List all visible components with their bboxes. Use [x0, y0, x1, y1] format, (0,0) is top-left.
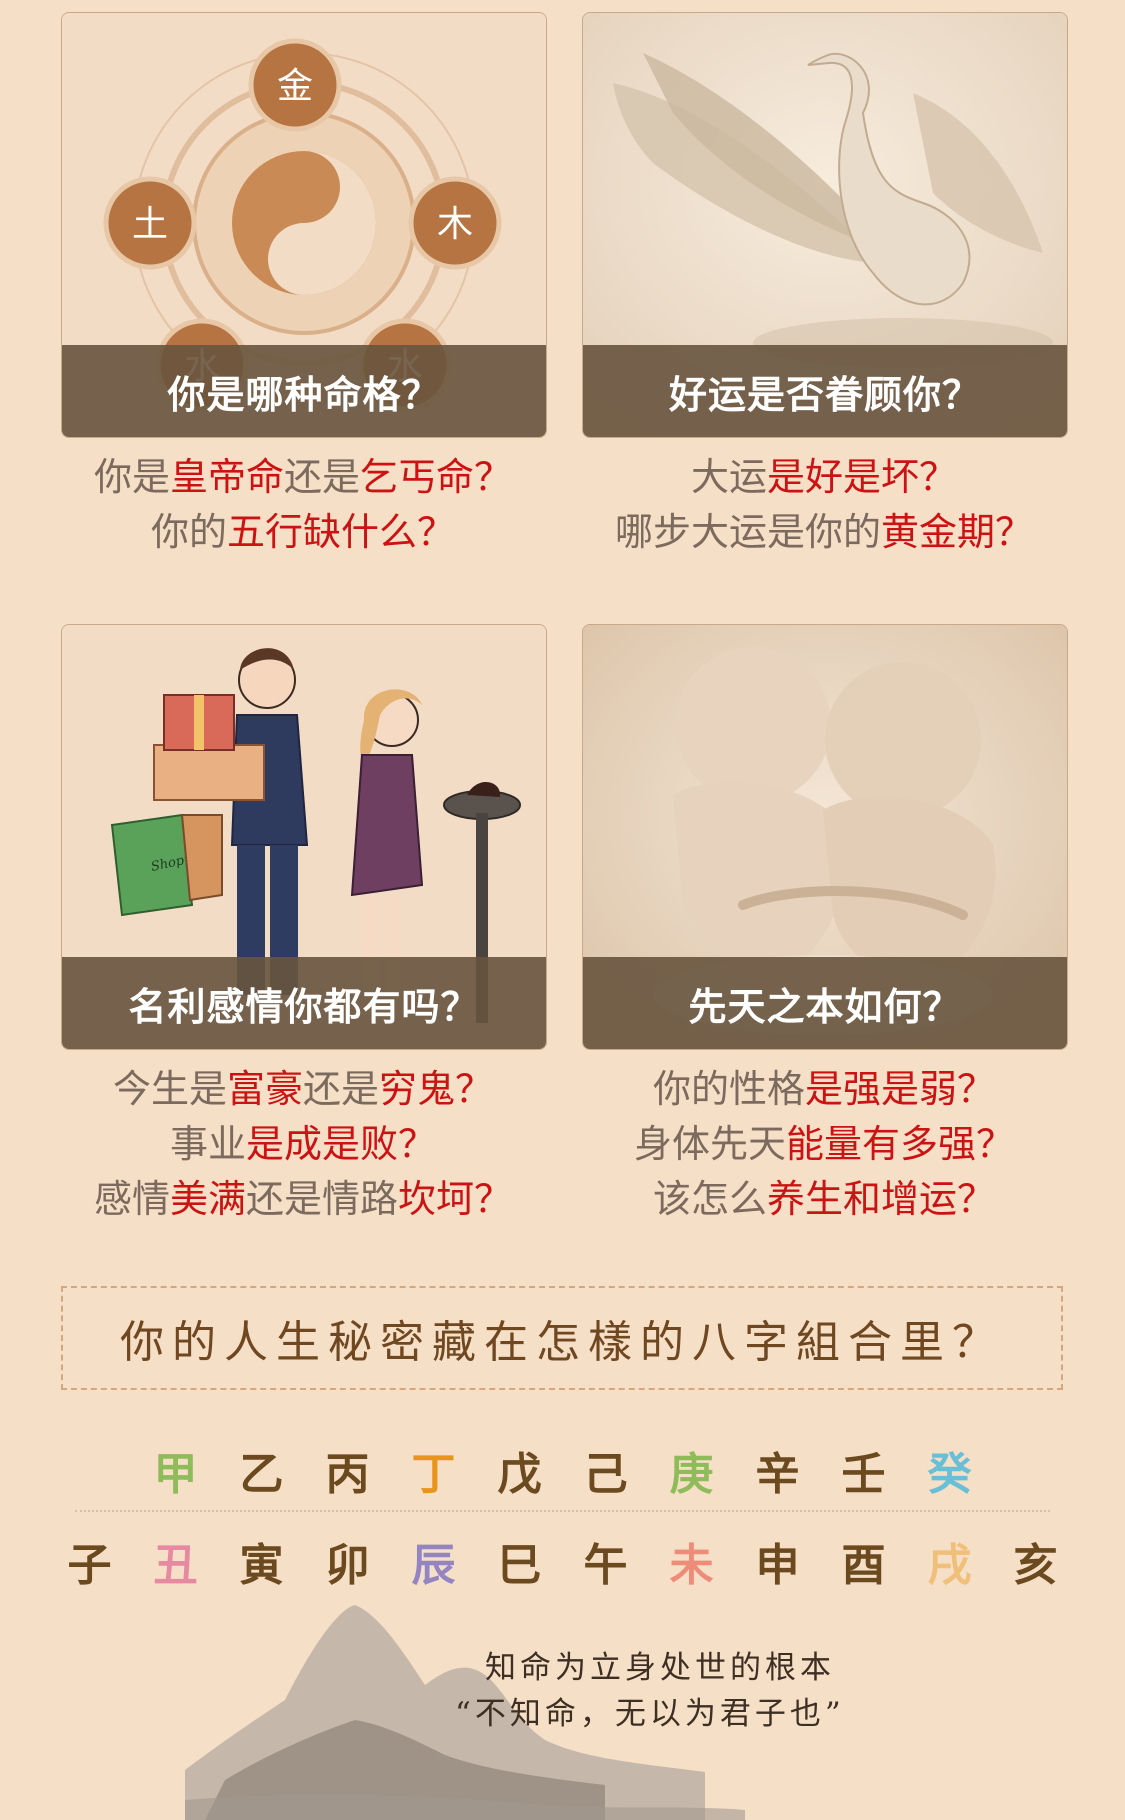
heavenly-stem-char: 癸	[927, 1449, 972, 1500]
quote-section: 知命为立身处世的根本 “不知命，无以为君子也”	[185, 1600, 945, 1820]
desc-line: 哪步大运是你的黄金期？	[614, 510, 1034, 554]
bazi-question-banner[interactable]: 你的人生秘密藏在怎樣的八字組合里？	[61, 1286, 1063, 1390]
quote-line-1: 知命为立身处世的根本	[485, 1650, 835, 1686]
heavenly-stem-char: 甲	[153, 1449, 198, 1500]
card-destiny-type[interactable]: 金 土 木 水 水 你是哪种命格？	[61, 12, 547, 438]
row-divider	[75, 1510, 1050, 1512]
heavenly-stem-char: 壬	[841, 1449, 886, 1500]
badge-earth-text: 土	[132, 204, 168, 245]
card-wealth-love[interactable]: Shopping 名利感情你都有吗？	[61, 624, 547, 1050]
heavenly-stem-char: 辛	[755, 1449, 800, 1500]
desc-line: 今生是富豪还是穷鬼？	[112, 1067, 494, 1111]
ink-mountain-icon	[185, 1605, 745, 1820]
desc-line: 该怎么养生和增运？	[652, 1177, 996, 1221]
desc-line: 你的性格是强是弱？	[652, 1067, 996, 1111]
earthly-branches-row: 子丑寅卯辰巳午未申酉戌亥	[0, 1529, 1125, 1593]
earthly-branch-char: 戌	[927, 1540, 972, 1591]
earthly-branch-char: 申	[755, 1540, 800, 1591]
card-title: 好运是否眷顾你？	[583, 345, 1067, 437]
earthly-branch-char: 卯	[325, 1540, 370, 1591]
badge-wood-text: 木	[437, 204, 473, 245]
earthly-branch-char: 未	[669, 1540, 714, 1591]
desc-line: 你是皇帝命还是乞丐命？	[93, 455, 513, 499]
card-fortune-desc: 大运是好是坏？ 哪步大运是你的黄金期？	[582, 450, 1066, 560]
earthly-branch-char: 酉	[841, 1540, 886, 1591]
earthly-branch-char: 亥	[1013, 1540, 1058, 1591]
heavenly-stem-char: 丙	[325, 1449, 370, 1500]
heavenly-stem-char: 戊	[497, 1449, 542, 1500]
heavenly-stem-char: 己	[583, 1449, 628, 1500]
card-innate-desc: 你的性格是强是弱？ 身体先天能量有多强？ 该怎么养生和增运？	[582, 1062, 1066, 1227]
desc-line: 身体先天能量有多强？	[633, 1122, 1015, 1166]
desc-line: 大运是好是坏？	[690, 455, 958, 499]
earthly-branch-char: 寅	[239, 1540, 284, 1591]
earthly-branch-char: 辰	[411, 1540, 456, 1591]
quote-line-2: “不知命，无以为君子也”	[455, 1696, 845, 1732]
card-innate-foundation[interactable]: 先天之本如何？	[582, 624, 1068, 1050]
heavenly-stems-row: 甲乙丙丁戊己庚辛壬癸	[0, 1438, 1125, 1502]
card-fortune[interactable]: 好运是否眷顾你？	[582, 12, 1068, 438]
card-title: 先天之本如何？	[583, 957, 1067, 1049]
badge-metal-text: 金	[277, 66, 313, 107]
card-destiny-desc: 你是皇帝命还是乞丐命？ 你的五行缺什么？	[61, 450, 545, 560]
heavenly-stem-char: 乙	[239, 1449, 284, 1500]
card-title: 你是哪种命格？	[62, 345, 546, 437]
earthly-branch-char: 午	[583, 1540, 628, 1591]
earthly-branch-char: 丑	[153, 1540, 198, 1591]
heavenly-stem-char: 庚	[669, 1449, 714, 1500]
earthly-branch-char: 子	[67, 1540, 112, 1591]
heavenly-stem-char: 丁	[411, 1449, 456, 1500]
earthly-branch-char: 巳	[497, 1540, 542, 1591]
desc-line: 感情美满还是情路坎坷？	[93, 1177, 513, 1221]
card-wealth-love-desc: 今生是富豪还是穷鬼？ 事业是成是败？ 感情美满还是情路坎坷？	[61, 1062, 545, 1227]
card-title: 名利感情你都有吗？	[62, 957, 546, 1049]
desc-line: 你的五行缺什么？	[150, 510, 456, 554]
desc-line: 事业是成是败？	[169, 1122, 437, 1166]
